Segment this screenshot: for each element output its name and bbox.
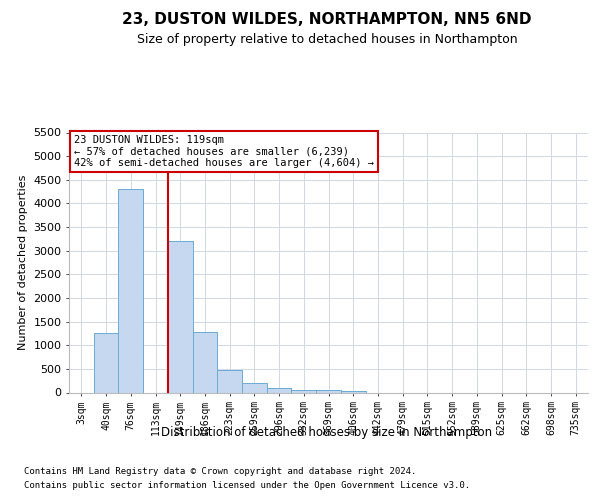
Bar bbox=[242, 383, 267, 392]
Bar bbox=[94, 334, 118, 392]
Text: Contains public sector information licensed under the Open Government Licence v3: Contains public sector information licen… bbox=[24, 481, 470, 490]
Y-axis label: Number of detached properties: Number of detached properties bbox=[17, 175, 28, 350]
Bar bbox=[341, 390, 365, 392]
Text: Distribution of detached houses by size in Northampton: Distribution of detached houses by size … bbox=[161, 426, 493, 439]
Text: 23 DUSTON WILDES: 119sqm
← 57% of detached houses are smaller (6,239)
42% of sem: 23 DUSTON WILDES: 119sqm ← 57% of detach… bbox=[74, 135, 374, 168]
Bar bbox=[267, 388, 292, 392]
Bar bbox=[217, 370, 242, 392]
Bar bbox=[168, 241, 193, 392]
Bar bbox=[118, 189, 143, 392]
Text: Contains HM Land Registry data © Crown copyright and database right 2024.: Contains HM Land Registry data © Crown c… bbox=[24, 468, 416, 476]
Text: 23, DUSTON WILDES, NORTHAMPTON, NN5 6ND: 23, DUSTON WILDES, NORTHAMPTON, NN5 6ND bbox=[122, 12, 532, 28]
Text: Size of property relative to detached houses in Northampton: Size of property relative to detached ho… bbox=[137, 32, 517, 46]
Bar bbox=[292, 390, 316, 392]
Bar bbox=[316, 390, 341, 392]
Bar bbox=[193, 332, 217, 392]
